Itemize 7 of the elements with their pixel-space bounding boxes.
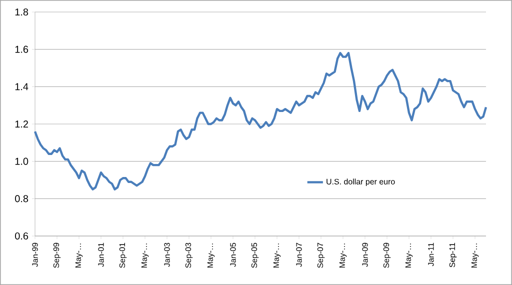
- y-tick-label: 1.2: [15, 120, 28, 128]
- y-tick-label: 1.4: [15, 83, 28, 90]
- y-tick-label: 0.6: [15, 232, 28, 240]
- y-tick-label: 0.8: [15, 195, 28, 202]
- y-tick-label: 1.8: [15, 8, 28, 16]
- y-tick-label: 1.6: [15, 46, 28, 53]
- y-tick-label: 1.0: [15, 158, 28, 165]
